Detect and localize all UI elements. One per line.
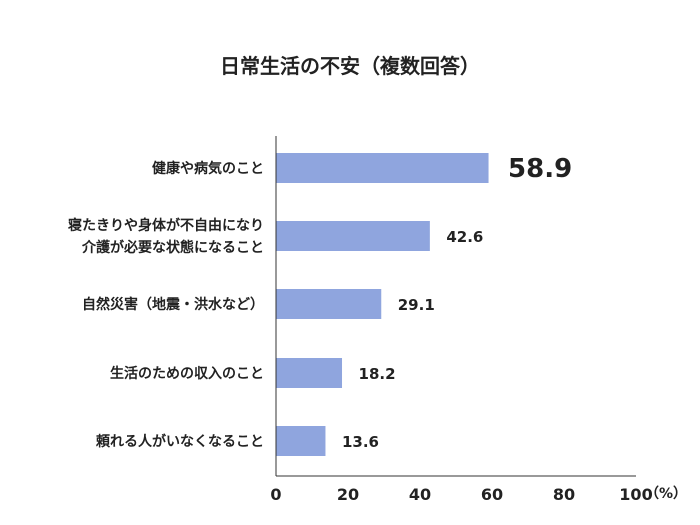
bar-value-label-2: 42.6 xyxy=(446,228,483,246)
bar-3 xyxy=(276,289,382,319)
x-tick-label-80: 80 xyxy=(553,485,575,504)
bar-2 xyxy=(276,221,430,251)
bar-value-label-1: 58.9 xyxy=(508,154,572,184)
category-label-5: 頼れる人がいなくなること xyxy=(96,433,264,450)
bar-value-label-3: 29.1 xyxy=(398,296,435,314)
category-label-2-line-1: 寝たきりや身体が不自由になり xyxy=(68,217,264,234)
bar-5 xyxy=(276,426,326,456)
category-label-2-line-2: 介護が必要な状態になること xyxy=(81,239,264,256)
bar-1 xyxy=(276,153,489,183)
category-label-3: 自然災害（地震・洪水など） xyxy=(82,296,264,313)
category-label-1: 健康や病気のこと xyxy=(152,160,264,177)
x-tick-label-100: 100 xyxy=(619,485,652,504)
bar-value-label-5: 13.6 xyxy=(342,433,379,451)
x-axis-unit: （%） xyxy=(645,486,687,502)
bar-4 xyxy=(276,358,343,388)
x-tick-label-0: 0 xyxy=(270,485,281,504)
x-tick-label-20: 20 xyxy=(337,485,359,504)
bar-value-label-4: 18.2 xyxy=(359,365,396,383)
x-tick-label-60: 60 xyxy=(481,485,503,504)
chart-title: 日常生活の不安（複数回答） xyxy=(220,54,480,78)
category-label-4: 生活のための収入のこと xyxy=(110,365,264,382)
x-tick-label-40: 40 xyxy=(409,485,431,504)
